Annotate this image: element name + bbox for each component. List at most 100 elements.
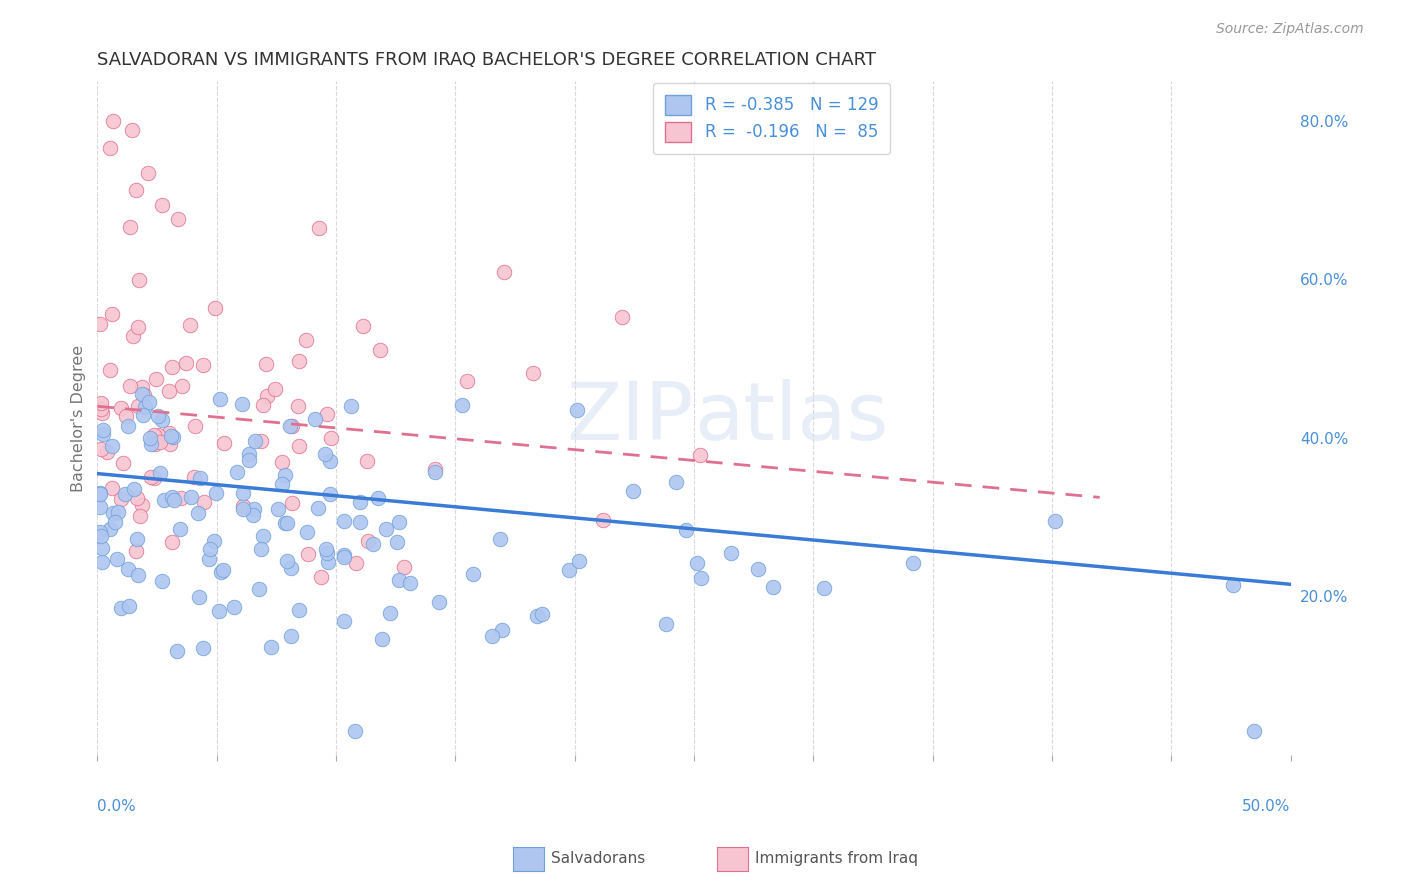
- Point: [247, 582, 270, 596]
- Point: [101, 114, 124, 128]
- Point: [271, 455, 294, 469]
- Point: [127, 400, 149, 414]
- Point: [204, 301, 226, 316]
- Point: [242, 508, 264, 522]
- Point: [380, 606, 402, 620]
- Point: [675, 523, 697, 537]
- Text: atlas: atlas: [695, 379, 889, 457]
- Point: [387, 534, 409, 549]
- Point: [169, 491, 191, 505]
- Point: [200, 542, 222, 557]
- Point: [315, 542, 337, 557]
- Point: [260, 640, 283, 655]
- Point: [356, 454, 378, 468]
- Point: [361, 537, 384, 551]
- Point: [112, 456, 135, 470]
- Point: [150, 198, 173, 212]
- Point: [205, 485, 228, 500]
- Point: [149, 434, 172, 449]
- Point: [522, 367, 544, 381]
- Point: [280, 561, 302, 575]
- Point: [145, 437, 167, 451]
- Point: [166, 644, 188, 658]
- Point: [349, 515, 371, 529]
- Point: [278, 419, 301, 434]
- Point: [747, 562, 769, 576]
- Text: 50.0%: 50.0%: [1243, 798, 1291, 814]
- Point: [89, 487, 111, 501]
- Point: [117, 562, 139, 576]
- Point: [288, 439, 311, 453]
- Point: [333, 614, 356, 628]
- Point: [319, 453, 342, 467]
- Point: [134, 388, 156, 402]
- Point: [101, 439, 124, 453]
- Point: [374, 522, 396, 536]
- Point: [689, 448, 711, 462]
- Point: [273, 516, 295, 530]
- Point: [105, 552, 128, 566]
- Point: [89, 500, 111, 515]
- Point: [149, 466, 172, 480]
- Point: [122, 483, 145, 497]
- Point: [304, 411, 326, 425]
- Point: [451, 398, 474, 412]
- Point: [287, 399, 309, 413]
- Point: [686, 556, 709, 570]
- Point: [89, 485, 111, 500]
- Point: [172, 378, 194, 392]
- Point: [118, 378, 141, 392]
- Point: [141, 470, 163, 484]
- Point: [136, 166, 159, 180]
- Point: [762, 580, 785, 594]
- Point: [295, 525, 318, 540]
- Point: [188, 590, 211, 604]
- Point: [150, 574, 173, 588]
- Point: [153, 493, 176, 508]
- Text: 0.0%: 0.0%: [97, 798, 136, 814]
- Point: [288, 354, 311, 368]
- Point: [232, 499, 254, 513]
- Point: [127, 491, 149, 505]
- Point: [115, 409, 138, 423]
- Point: [256, 357, 278, 371]
- Point: [89, 525, 111, 540]
- Point: [89, 317, 111, 331]
- Point: [368, 343, 391, 357]
- Point: [319, 431, 342, 445]
- Point: [131, 380, 153, 394]
- Point: [90, 529, 112, 543]
- Point: [901, 556, 924, 570]
- Point: [90, 402, 112, 417]
- Point: [274, 467, 297, 482]
- Point: [146, 428, 169, 442]
- Text: Salvadorans: Salvadorans: [551, 851, 645, 865]
- Point: [91, 427, 114, 442]
- Point: [91, 555, 114, 569]
- Point: [160, 360, 183, 375]
- Point: [122, 329, 145, 343]
- Point: [720, 546, 742, 560]
- Point: [333, 549, 356, 563]
- Point: [150, 413, 173, 427]
- Text: Source: ZipAtlas.com: Source: ZipAtlas.com: [1216, 22, 1364, 37]
- Point: [461, 567, 484, 582]
- Point: [212, 435, 235, 450]
- Point: [1045, 514, 1067, 528]
- Point: [238, 453, 260, 467]
- Point: [127, 532, 149, 546]
- Text: ZIP: ZIP: [567, 379, 695, 457]
- Point: [98, 140, 121, 154]
- Point: [280, 629, 302, 643]
- Point: [191, 641, 214, 656]
- Point: [183, 469, 205, 483]
- Point: [129, 508, 152, 523]
- Point: [813, 581, 835, 595]
- Point: [231, 397, 253, 411]
- Point: [188, 471, 211, 485]
- Point: [209, 565, 232, 579]
- Point: [565, 403, 588, 417]
- Point: [316, 555, 339, 569]
- Point: [187, 506, 209, 520]
- Point: [114, 487, 136, 501]
